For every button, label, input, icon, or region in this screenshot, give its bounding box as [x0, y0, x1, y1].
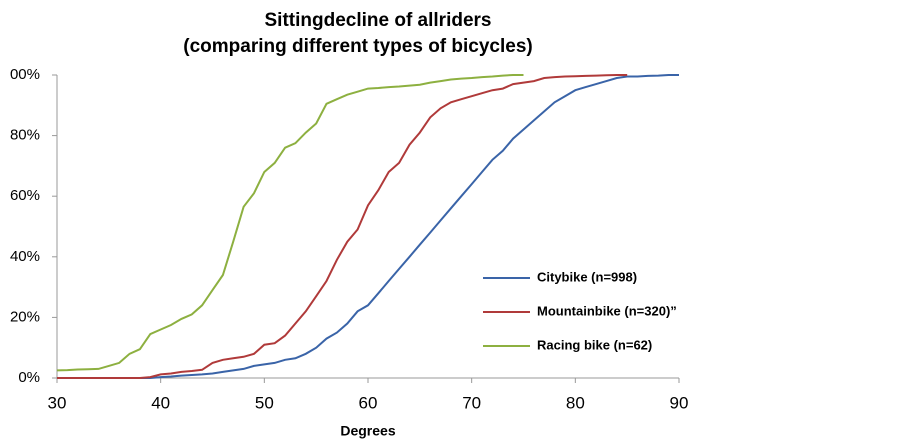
- legend-label: Mountainbike (n=320)”: [537, 303, 677, 318]
- x-tick-label: 70: [462, 393, 481, 412]
- data-line: [56, 74, 524, 372]
- x-tick-label: 60: [359, 393, 378, 412]
- y-tick-label: 0%: [18, 369, 40, 386]
- y-tick-label: 40%: [10, 248, 40, 265]
- x-tick-label: 30: [48, 393, 67, 412]
- chart-subtitle: (comparing different types of bicycles): [183, 36, 532, 57]
- legend-label: Racing bike (n=62): [537, 337, 652, 352]
- data-line: [57, 74, 628, 379]
- y-tick-label: 00%: [10, 66, 40, 83]
- x-tick-label: 50: [255, 393, 274, 412]
- chart-title: Sittingdecline of allriders: [265, 10, 492, 31]
- y-tick-label: 60%: [10, 187, 40, 204]
- x-tick-label: 90: [670, 393, 689, 412]
- y-tick-label: 20%: [10, 308, 40, 325]
- y-tick-label: 80%: [10, 127, 40, 144]
- x-tick-label: 80: [566, 393, 585, 412]
- x-tick-label: 40: [151, 393, 170, 412]
- legend-label: Citybike (n=998): [537, 269, 637, 284]
- data-line: [57, 74, 679, 379]
- x-axis-label: Degrees: [340, 423, 395, 439]
